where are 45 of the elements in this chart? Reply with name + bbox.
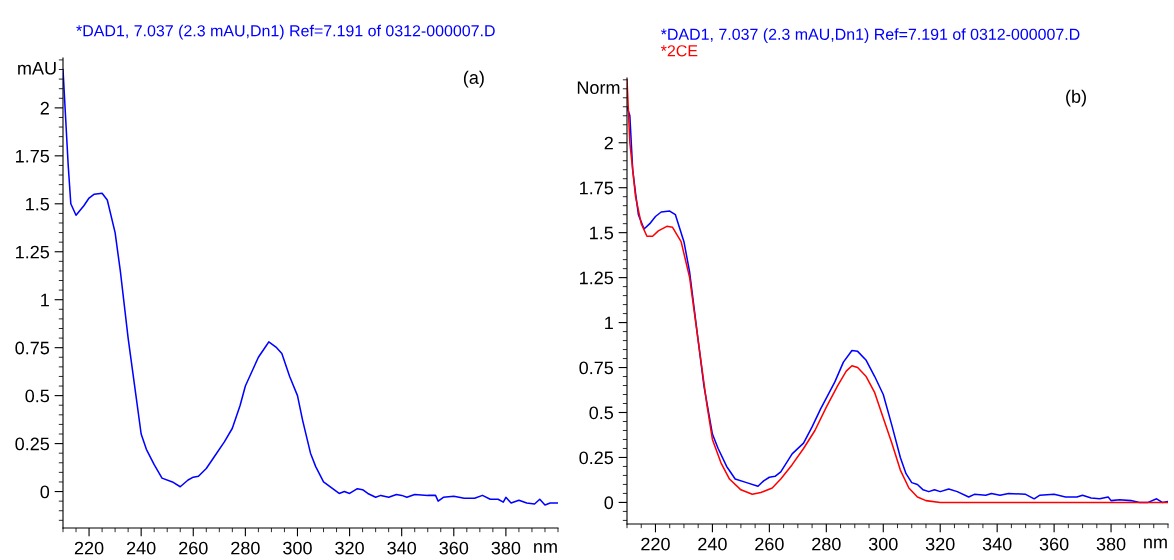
x-axis-title: nm [534,543,557,553]
x-tick-label: 320 [335,541,364,555]
text: *DAD1, 7.037 (2.3 mAU,Dn1) Ref=7.191 of 0312-000007.D [660,28,1080,44]
y-tick-label: 1.5 [26,197,50,211]
annotation: (b) [1066,89,1086,107]
y-tick-label: 1.5 [590,226,614,240]
y-tick-label: 2 [40,101,49,115]
x-tick-label: 260 [755,537,784,551]
x-tick-label: 300 [283,541,312,555]
x-tick-label: 300 [868,537,898,551]
x-tick-label: 280 [231,541,260,555]
x-tick-label: 240 [698,537,727,551]
y-tick-label: 0.25 [579,451,614,465]
x-axis-title: nm [1144,538,1167,549]
y-tick-label: 1.25 [16,245,50,259]
x-tick-label: 360 [439,541,469,555]
y-tick-label: 0 [604,496,614,510]
y-tick-label: 1 [41,293,49,307]
x-tick-label: 340 [982,537,1012,551]
y-tick-label: 0.75 [15,341,50,355]
y-axis-title: Norm [577,81,620,94]
x-tick-label: 240 [127,541,156,555]
y-tick-label: 1.75 [16,149,50,163]
y-tick-label: 1.75 [580,181,614,195]
y-tick-label: 0.5 [589,406,614,420]
x-tick-label: 320 [925,537,955,551]
annotation: (a) [463,70,484,88]
x-tick-label: 260 [179,541,208,555]
x-tick-label: 280 [812,537,841,551]
y-tick-label: 0 [40,485,50,499]
y-tick-label: 0.5 [25,389,50,403]
y-axis-title: mAU [18,62,56,75]
x-tick-label: 340 [387,541,417,555]
x-tick-label: 380 [491,541,521,555]
y-tick-label: 0.75 [579,361,614,375]
y-tick-label: 1 [605,316,613,330]
text: *DAD1, 7.037 (2.3 mAU,Dn1) Ref=7.191 of 0312-000007.D [76,24,495,40]
y-tick-label: 1.25 [580,271,614,285]
x-tick-label: 380 [1096,537,1126,551]
x-tick-label: 220 [74,541,104,555]
y-tick-label: 0.25 [15,437,50,451]
x-tick-label: 220 [641,537,670,551]
y-tick-label: 2 [604,136,613,150]
text: *2CE [660,45,698,57]
x-tick-label: 360 [1039,537,1069,551]
